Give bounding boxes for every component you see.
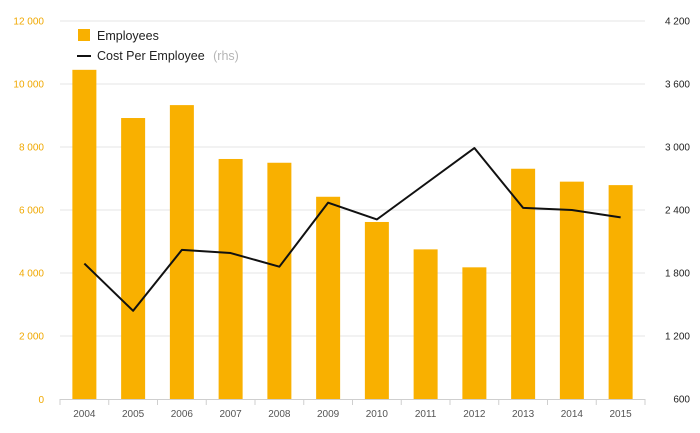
bar-employees-2005 — [121, 118, 146, 400]
x-tick-label-2006: 2006 — [171, 409, 194, 420]
bar-employees-2013 — [511, 168, 536, 399]
bar-employees-2012 — [462, 267, 487, 399]
x-tick-label-2010: 2010 — [366, 409, 389, 420]
x-tick-label-2005: 2005 — [122, 409, 145, 420]
x-tick-label-2014: 2014 — [561, 409, 584, 420]
bar-employees-2015 — [608, 185, 633, 399]
right-tick-label: 1 800 — [665, 269, 690, 280]
legend-label-cost-per-employee-suffix: (rhs) — [213, 49, 239, 63]
x-tick-label-2012: 2012 — [463, 409, 486, 420]
left-tick-label: 2 000 — [19, 332, 44, 343]
left-axis: 0 2 000 4 000 6 000 8 000 10 000 12 000 — [13, 17, 44, 407]
bar-employees-2009 — [316, 196, 341, 399]
bar-employees-2010 — [364, 221, 389, 399]
left-tick-label: 10 000 — [13, 80, 44, 91]
legend-label-cost-per-employee: Cost Per Employee (rhs) — [97, 47, 239, 64]
legend-label-employees: Employees — [97, 29, 159, 43]
cost-per-employee-line — [83, 147, 621, 312]
x-axis: 2004 2005 2006 2007 2008 2009 2010 2011 2012 2013… — [59, 399, 646, 420]
bar-employees-2011 — [413, 249, 438, 399]
bar-employees-2006 — [169, 105, 194, 399]
left-tick-label: 12 000 — [13, 17, 44, 28]
right-axis: 600 1 200 1 800 2 400 3 000 3 600 4 200 — [665, 17, 690, 406]
gridlines — [60, 20, 645, 337]
employees-bars — [72, 69, 633, 400]
left-tick-label: 6 000 — [19, 206, 44, 217]
legend-label-cost-per-employee-name: Cost Per Employee — [97, 49, 205, 63]
x-tick-label-2015: 2015 — [610, 409, 633, 420]
legend: Employees Cost Per Employee (rhs) — [77, 29, 239, 64]
x-tick-label-2009: 2009 — [317, 409, 340, 420]
left-tick-label: 0 — [38, 395, 44, 406]
left-tick-label: 8 000 — [19, 143, 44, 154]
right-tick-label: 600 — [673, 395, 690, 406]
x-tick-label-2011: 2011 — [415, 409, 437, 420]
right-tick-label: 2 400 — [665, 206, 690, 217]
bar-employees-2008 — [267, 162, 292, 399]
cost-per-employee-line-group — [83, 147, 621, 312]
bar-employees-2014 — [559, 181, 584, 399]
x-tick-label-2013: 2013 — [512, 409, 535, 420]
x-tick-label-2007: 2007 — [220, 409, 243, 420]
right-tick-label: 4 200 — [665, 17, 690, 28]
x-tick-label-2004: 2004 — [73, 409, 96, 420]
legend-swatch-employees — [78, 29, 90, 41]
right-tick-label: 3 000 — [665, 143, 690, 154]
x-tick-label-2008: 2008 — [268, 409, 291, 420]
right-tick-label: 3 600 — [665, 80, 690, 91]
bar-employees-2004 — [72, 69, 97, 399]
right-tick-label: 1 200 — [665, 332, 690, 343]
left-tick-label: 4 000 — [19, 269, 44, 280]
bar-employees-2007 — [218, 158, 243, 399]
